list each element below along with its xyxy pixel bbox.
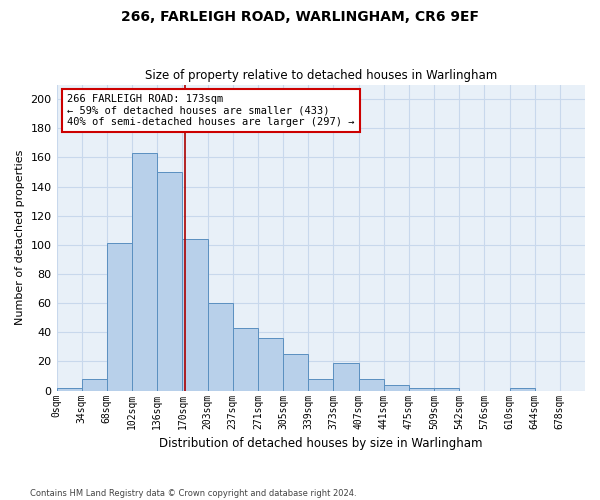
Bar [157,172,182,390]
Bar [409,388,434,390]
Bar [182,239,208,390]
Bar [107,244,132,390]
Bar [56,388,82,390]
Text: 266 FARLEIGH ROAD: 173sqm
← 59% of detached houses are smaller (433)
40% of semi: 266 FARLEIGH ROAD: 173sqm ← 59% of detac… [67,94,355,127]
Bar [359,379,383,390]
Bar [283,354,308,391]
Bar [509,388,535,390]
X-axis label: Distribution of detached houses by size in Warlingham: Distribution of detached houses by size … [159,437,482,450]
Bar [308,379,334,390]
Bar [132,153,157,390]
Title: Size of property relative to detached houses in Warlingham: Size of property relative to detached ho… [145,69,497,82]
Y-axis label: Number of detached properties: Number of detached properties [15,150,25,326]
Text: Contains HM Land Registry data © Crown copyright and database right 2024.: Contains HM Land Registry data © Crown c… [30,488,356,498]
Bar [434,388,459,390]
Bar [334,363,359,390]
Bar [82,379,107,390]
Text: 266, FARLEIGH ROAD, WARLINGHAM, CR6 9EF: 266, FARLEIGH ROAD, WARLINGHAM, CR6 9EF [121,10,479,24]
Bar [258,338,283,390]
Bar [383,385,409,390]
Bar [208,303,233,390]
Bar [233,328,258,390]
